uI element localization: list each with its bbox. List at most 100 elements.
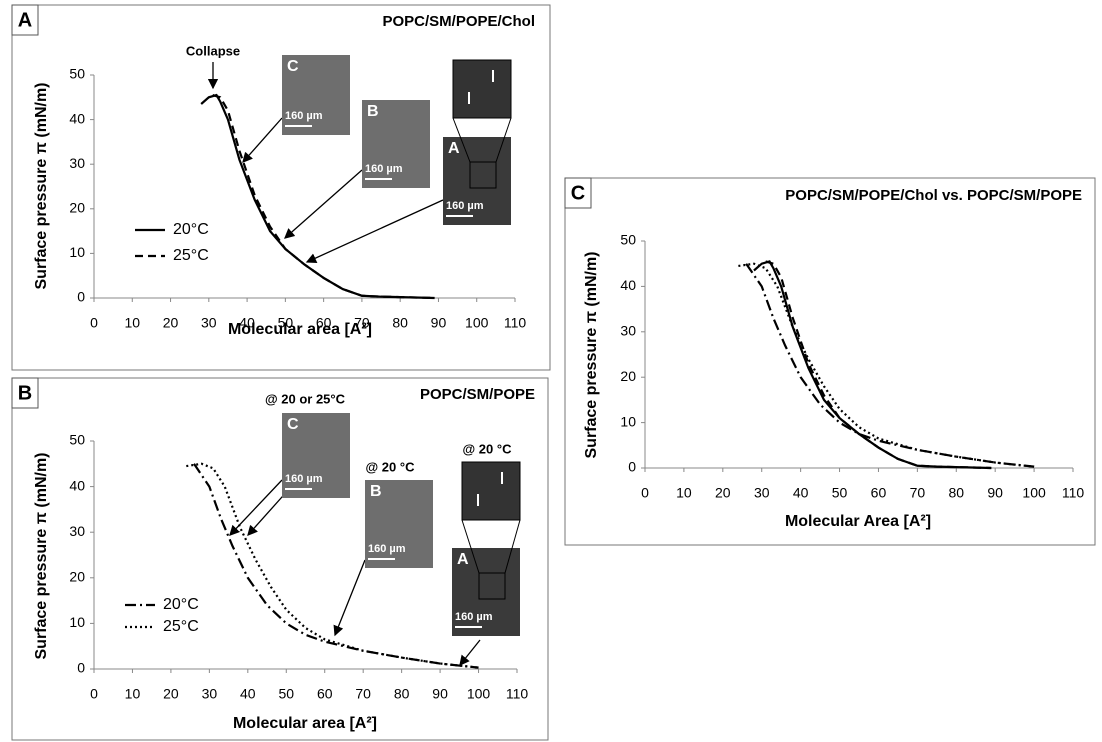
series-line bbox=[738, 262, 1035, 468]
zoom-region bbox=[478, 572, 506, 600]
y-tick-label: 20 bbox=[69, 200, 85, 216]
inset-label: B bbox=[367, 103, 379, 120]
series-line bbox=[765, 260, 992, 470]
arrow bbox=[229, 479, 283, 536]
y-tick-label: 50 bbox=[620, 232, 636, 248]
x-tick-label: 90 bbox=[432, 686, 448, 702]
panel-frame bbox=[564, 177, 1096, 546]
x-tick-label: 90 bbox=[987, 485, 1003, 501]
x-tick-label: 80 bbox=[392, 315, 408, 331]
series-line bbox=[745, 263, 1035, 468]
micrograph bbox=[452, 548, 520, 636]
y-tick-label: 20 bbox=[69, 569, 85, 585]
legend-label: 25°C bbox=[173, 247, 209, 264]
x-tick-label: 10 bbox=[676, 485, 692, 501]
y-tick-label: 30 bbox=[69, 523, 85, 539]
y-tick-label: 0 bbox=[628, 459, 636, 475]
y-tick-label: 40 bbox=[620, 277, 636, 293]
x-tick-label: 50 bbox=[278, 315, 294, 331]
annotation: @ 20 °C bbox=[463, 441, 513, 456]
x-tick-label: 110 bbox=[504, 315, 527, 331]
x-tick-label: 40 bbox=[239, 315, 255, 331]
y-tick-label: 40 bbox=[69, 110, 85, 126]
inset-label: A bbox=[457, 551, 469, 568]
zoom-connector bbox=[461, 519, 480, 574]
y-tick-label: 10 bbox=[69, 244, 85, 260]
series-line bbox=[186, 462, 479, 669]
y-tick-label: 50 bbox=[69, 66, 85, 82]
x-tick-label: 70 bbox=[354, 315, 370, 331]
x-tick-label: 80 bbox=[948, 485, 964, 501]
annotation: Collapse bbox=[186, 43, 240, 58]
arrow bbox=[242, 117, 283, 163]
x-tick-label: 110 bbox=[506, 686, 529, 702]
x-tick-label: 110 bbox=[1062, 485, 1085, 501]
annotation: @ 20 °C bbox=[366, 459, 416, 474]
x-tick-label: 80 bbox=[394, 686, 410, 702]
inset-label: C bbox=[287, 58, 299, 75]
x-tick-label: 70 bbox=[355, 686, 371, 702]
x-tick-label: 40 bbox=[793, 485, 809, 501]
x-tick-label: 100 bbox=[465, 315, 489, 331]
micrograph bbox=[365, 480, 433, 568]
y-tick-label: 20 bbox=[620, 368, 636, 384]
zoom-inset bbox=[461, 461, 521, 521]
legend-label: 20°C bbox=[173, 221, 209, 238]
scale-label: 160 µm bbox=[446, 200, 484, 212]
x-tick-label: 0 bbox=[90, 686, 98, 702]
y-axis-title: Surface pressure π (mN/m) bbox=[33, 453, 50, 660]
y-tick-label: 50 bbox=[69, 432, 85, 448]
x-tick-label: 60 bbox=[316, 315, 332, 331]
x-tick-label: 90 bbox=[431, 315, 447, 331]
x-tick-label: 40 bbox=[240, 686, 256, 702]
panel-letter-box bbox=[11, 377, 39, 409]
y-tick-label: 30 bbox=[620, 323, 636, 339]
x-axis-title: Molecular area [A²] bbox=[233, 715, 377, 732]
panel-frame bbox=[11, 4, 551, 371]
micrograph bbox=[362, 100, 430, 188]
x-tick-label: 30 bbox=[202, 686, 218, 702]
chart-title: POPC/SM/POPE/Chol bbox=[382, 13, 535, 30]
x-tick-label: 30 bbox=[201, 315, 217, 331]
x-tick-label: 10 bbox=[124, 315, 140, 331]
zoom-connector bbox=[504, 519, 521, 574]
x-tick-label: 100 bbox=[467, 686, 491, 702]
scale-label: 160 µm bbox=[455, 611, 493, 623]
x-axis-title: Molecular Area [A²] bbox=[785, 513, 931, 530]
x-tick-label: 20 bbox=[163, 315, 179, 331]
series-line bbox=[753, 260, 992, 470]
x-tick-label: 70 bbox=[910, 485, 926, 501]
scale-label: 160 µm bbox=[368, 543, 406, 555]
x-tick-label: 100 bbox=[1022, 485, 1046, 501]
y-tick-label: 0 bbox=[77, 289, 85, 305]
y-tick-label: 10 bbox=[620, 413, 636, 429]
annotation: @ 20 or 25°C bbox=[265, 391, 346, 406]
zoom-connector bbox=[452, 117, 471, 163]
x-tick-label: 0 bbox=[90, 315, 98, 331]
x-tick-label: 60 bbox=[317, 686, 333, 702]
series-line bbox=[212, 94, 435, 300]
x-tick-label: 50 bbox=[278, 686, 294, 702]
y-tick-label: 40 bbox=[69, 477, 85, 493]
arrow bbox=[284, 169, 363, 239]
y-tick-label: 30 bbox=[69, 155, 85, 171]
y-tick-label: 10 bbox=[69, 614, 85, 630]
x-tick-label: 50 bbox=[832, 485, 848, 501]
legend-label: 25°C bbox=[163, 618, 199, 635]
zoom-inset bbox=[452, 59, 512, 119]
scale-label: 160 µm bbox=[285, 473, 323, 485]
y-axis-title: Surface pressure π (mN/m) bbox=[33, 83, 50, 290]
scale-label: 160 µm bbox=[365, 163, 403, 175]
y-axis-title: Surface pressure π (mN/m) bbox=[583, 252, 600, 459]
panel-letter-box bbox=[11, 4, 39, 36]
zoom-connector bbox=[495, 117, 512, 163]
micrograph bbox=[282, 55, 350, 135]
legend-label: 20°C bbox=[163, 596, 199, 613]
scale-label: 160 µm bbox=[285, 110, 323, 122]
zoom-region bbox=[469, 161, 497, 189]
arrow bbox=[305, 199, 444, 263]
micrograph bbox=[282, 413, 350, 498]
y-tick-label: 0 bbox=[77, 660, 85, 676]
inset-label: A bbox=[448, 140, 460, 157]
